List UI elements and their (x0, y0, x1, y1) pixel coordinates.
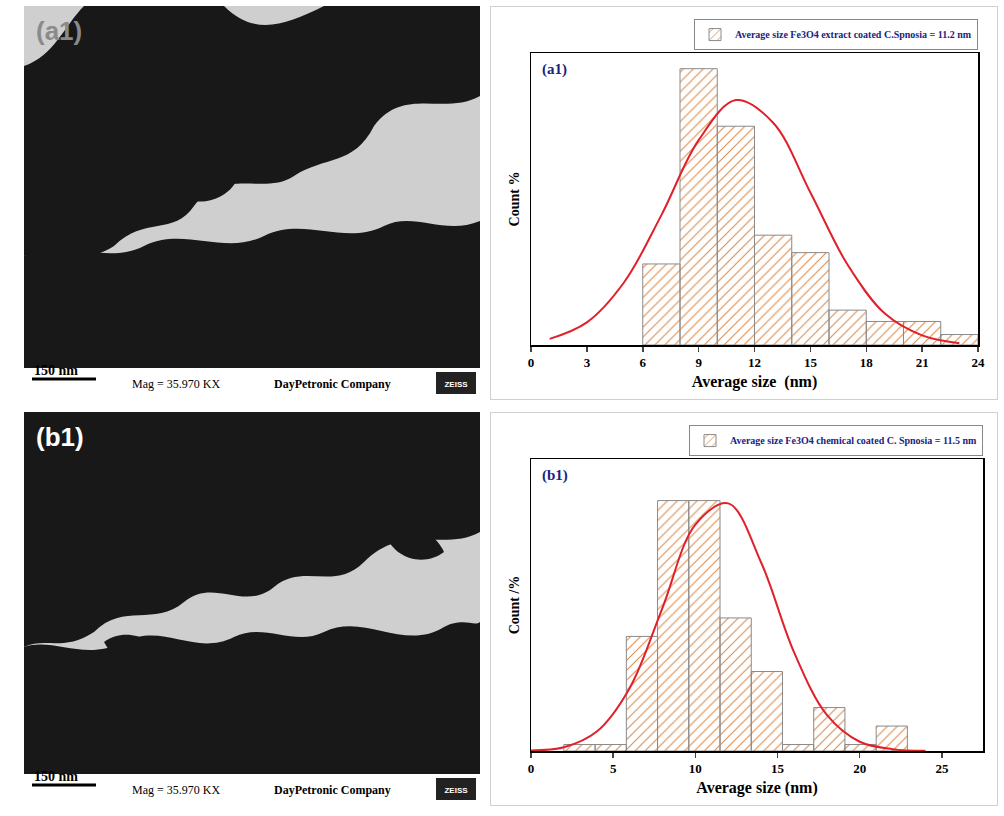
svg-text:150 nm: 150 nm (34, 769, 78, 784)
svg-text:(a1): (a1) (36, 16, 82, 46)
svg-text:20: 20 (853, 761, 866, 776)
svg-text:10: 10 (689, 761, 702, 776)
svg-text:(b1): (b1) (542, 467, 568, 484)
svg-text:DayPetronic Company: DayPetronic Company (274, 377, 391, 391)
svg-text:(a1): (a1) (542, 61, 567, 78)
svg-text:18: 18 (860, 355, 874, 370)
svg-text:Mag = 35.970 KX: Mag = 35.970 KX (132, 783, 220, 797)
svg-text:Count %: Count % (507, 172, 522, 227)
svg-text:5: 5 (610, 761, 617, 776)
svg-text:(b1): (b1) (36, 422, 84, 452)
svg-text:15: 15 (804, 355, 818, 370)
svg-text:25: 25 (935, 761, 949, 776)
svg-text:Average size Fe3O4 extract coa: Average size Fe3O4 extract coated C.Spno… (735, 29, 972, 40)
svg-text:Mag = 35.970 KX: Mag = 35.970 KX (132, 377, 220, 391)
svg-text:ZEISS: ZEISS (444, 380, 468, 389)
svg-text:6: 6 (640, 355, 647, 370)
svg-text:15: 15 (771, 761, 785, 776)
svg-text:DayPetronic Company: DayPetronic Company (274, 783, 391, 797)
svg-text:3: 3 (584, 355, 591, 370)
svg-text:Average size (nm): Average size (nm) (692, 373, 817, 391)
svg-text:0: 0 (528, 761, 535, 776)
svg-text:9: 9 (695, 355, 702, 370)
svg-text:12: 12 (748, 355, 761, 370)
svg-text:24: 24 (972, 355, 986, 370)
svg-text:Average size (nm): Average size (nm) (696, 779, 817, 797)
svg-text:21: 21 (916, 355, 929, 370)
svg-text:Average size Fe3O4 chemical co: Average size Fe3O4 chemical coated C. Sp… (730, 435, 977, 446)
svg-text:0: 0 (528, 355, 535, 370)
svg-text:Count /%: Count /% (507, 576, 522, 635)
svg-text:150 nm: 150 nm (34, 363, 78, 378)
svg-text:ZEISS: ZEISS (444, 786, 468, 795)
